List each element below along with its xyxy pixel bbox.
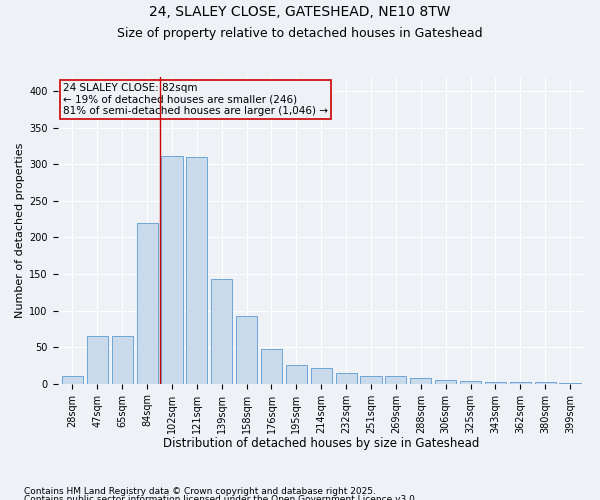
Bar (485, 382, 506, 384)
Bar (385, 376, 406, 384)
Text: 24 SLALEY CLOSE: 82sqm
← 19% of detached houses are smaller (246)
81% of semi-de: 24 SLALEY CLOSE: 82sqm ← 19% of detached… (63, 82, 328, 116)
Bar (410, 378, 431, 384)
Bar (435, 380, 456, 384)
Bar (87, 336, 108, 384)
Bar (510, 382, 531, 384)
Text: Contains public sector information licensed under the Open Government Licence v3: Contains public sector information licen… (24, 495, 418, 500)
Bar (62, 376, 83, 384)
Bar (186, 157, 208, 384)
Bar (335, 373, 357, 384)
Y-axis label: Number of detached properties: Number of detached properties (15, 142, 25, 318)
Bar (535, 382, 556, 384)
Bar (236, 316, 257, 384)
Bar (311, 368, 332, 384)
Bar (112, 336, 133, 384)
Bar (211, 279, 232, 384)
X-axis label: Distribution of detached houses by size in Gateshead: Distribution of detached houses by size … (163, 437, 479, 450)
Bar (361, 376, 382, 384)
Text: Size of property relative to detached houses in Gateshead: Size of property relative to detached ho… (117, 28, 483, 40)
Text: Contains HM Land Registry data © Crown copyright and database right 2025.: Contains HM Land Registry data © Crown c… (24, 488, 376, 496)
Bar (261, 348, 282, 384)
Bar (559, 383, 581, 384)
Bar (161, 156, 182, 384)
Bar (460, 381, 481, 384)
Bar (137, 223, 158, 384)
Bar (286, 366, 307, 384)
Text: 24, SLALEY CLOSE, GATESHEAD, NE10 8TW: 24, SLALEY CLOSE, GATESHEAD, NE10 8TW (149, 5, 451, 19)
